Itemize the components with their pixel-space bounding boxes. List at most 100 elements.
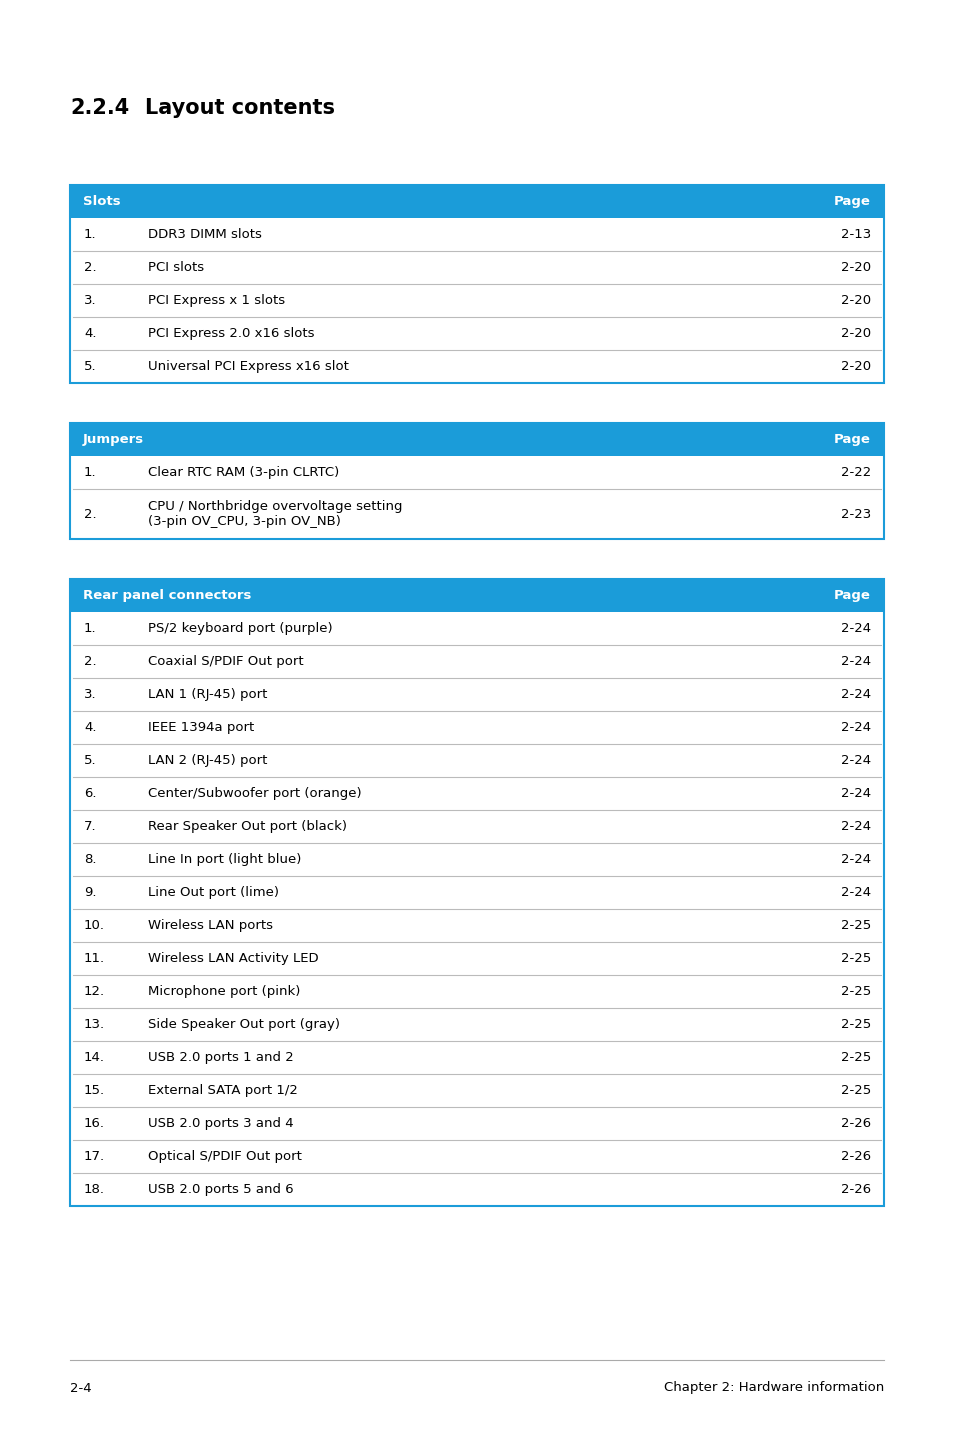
Bar (70, 613, 883, 646)
Bar (70, 777, 883, 810)
Text: USB 2.0 ports 3 and 4: USB 2.0 ports 3 and 4 (148, 1117, 294, 1130)
Text: USB 2.0 ports 5 and 6: USB 2.0 ports 5 and 6 (148, 1183, 294, 1196)
Text: 10.: 10. (84, 919, 105, 932)
Text: 2-22: 2-22 (840, 466, 870, 479)
Text: 2-20: 2-20 (840, 262, 870, 275)
Bar (70, 423, 883, 456)
Bar (70, 876, 883, 909)
Bar (70, 909, 883, 942)
Text: 2-24: 2-24 (840, 720, 870, 733)
Text: 2-25: 2-25 (840, 985, 870, 998)
Text: 2-24: 2-24 (840, 820, 870, 833)
Text: Wireless LAN Activity LED: Wireless LAN Activity LED (148, 952, 318, 965)
Bar (70, 580, 883, 1206)
Bar (70, 677, 883, 710)
Text: 9.: 9. (84, 886, 96, 899)
Text: 2-24: 2-24 (840, 754, 870, 766)
Text: 2-24: 2-24 (840, 787, 870, 800)
Bar (70, 283, 883, 316)
Text: Rear Speaker Out port (black): Rear Speaker Out port (black) (148, 820, 347, 833)
Text: LAN 1 (RJ-45) port: LAN 1 (RJ-45) port (148, 687, 267, 700)
Text: 17.: 17. (84, 1150, 105, 1163)
Text: Line Out port (lime): Line Out port (lime) (148, 886, 278, 899)
Text: IEEE 1394a port: IEEE 1394a port (148, 720, 254, 733)
Bar (70, 423, 883, 539)
Text: Optical S/PDIF Out port: Optical S/PDIF Out port (148, 1150, 301, 1163)
Bar (70, 743, 883, 777)
Text: 18.: 18. (84, 1183, 105, 1196)
Text: Line In port (light blue): Line In port (light blue) (148, 853, 301, 866)
Text: Layout contents: Layout contents (145, 98, 335, 118)
Text: PCI slots: PCI slots (148, 262, 204, 275)
Bar (70, 646, 883, 677)
Text: 2-25: 2-25 (840, 1051, 870, 1064)
Text: 11.: 11. (84, 952, 105, 965)
Bar (70, 1140, 883, 1173)
Bar (70, 942, 883, 975)
Bar (70, 349, 883, 383)
Text: Coaxial S/PDIF Out port: Coaxial S/PDIF Out port (148, 654, 303, 669)
Text: 8.: 8. (84, 853, 96, 866)
Text: 2-4: 2-4 (70, 1382, 91, 1395)
Text: Page: Page (833, 433, 870, 446)
Bar (70, 252, 883, 283)
Text: 5.: 5. (84, 754, 96, 766)
Text: 1.: 1. (84, 229, 96, 242)
Text: 2-25: 2-25 (840, 1018, 870, 1031)
Text: 12.: 12. (84, 985, 105, 998)
Text: 2-26: 2-26 (840, 1117, 870, 1130)
Text: 4.: 4. (84, 326, 96, 339)
Text: 2-24: 2-24 (840, 886, 870, 899)
Text: 2-13: 2-13 (840, 229, 870, 242)
Text: PCI Express 2.0 x16 slots: PCI Express 2.0 x16 slots (148, 326, 314, 339)
Text: LAN 2 (RJ-45) port: LAN 2 (RJ-45) port (148, 754, 267, 766)
Bar (70, 456, 883, 489)
Text: 1.: 1. (84, 623, 96, 636)
Bar (70, 975, 883, 1008)
Bar (70, 316, 883, 349)
Text: 15.: 15. (84, 1084, 105, 1097)
Bar (70, 1008, 883, 1041)
Text: 1.: 1. (84, 466, 96, 479)
Bar (70, 580, 883, 613)
Text: 2.: 2. (84, 654, 96, 669)
Text: 2.: 2. (84, 262, 96, 275)
Text: PCI Express x 1 slots: PCI Express x 1 slots (148, 293, 285, 306)
Text: External SATA port 1/2: External SATA port 1/2 (148, 1084, 297, 1097)
Text: Side Speaker Out port (gray): Side Speaker Out port (gray) (148, 1018, 339, 1031)
Bar (70, 843, 883, 876)
Text: Center/Subwoofer port (orange): Center/Subwoofer port (orange) (148, 787, 361, 800)
Bar (70, 219, 883, 252)
Text: 5.: 5. (84, 360, 96, 372)
Text: Chapter 2: Hardware information: Chapter 2: Hardware information (663, 1382, 883, 1395)
Text: 7.: 7. (84, 820, 96, 833)
Text: 2-26: 2-26 (840, 1183, 870, 1196)
Bar (70, 489, 883, 539)
Text: CPU / Northbridge overvoltage setting: CPU / Northbridge overvoltage setting (148, 500, 402, 513)
Text: USB 2.0 ports 1 and 2: USB 2.0 ports 1 and 2 (148, 1051, 294, 1064)
Text: 2-24: 2-24 (840, 687, 870, 700)
Text: Page: Page (833, 590, 870, 603)
Bar (70, 186, 883, 383)
Bar (70, 810, 883, 843)
Text: 2-20: 2-20 (840, 326, 870, 339)
Text: 16.: 16. (84, 1117, 105, 1130)
Bar (70, 186, 883, 219)
Text: 2-24: 2-24 (840, 853, 870, 866)
Text: 3.: 3. (84, 293, 96, 306)
Text: Page: Page (833, 196, 870, 209)
Text: 2-25: 2-25 (840, 1084, 870, 1097)
Text: 13.: 13. (84, 1018, 105, 1031)
Text: Rear panel connectors: Rear panel connectors (83, 590, 251, 603)
Text: 3.: 3. (84, 687, 96, 700)
Text: 2.2.4: 2.2.4 (70, 98, 129, 118)
Text: DDR3 DIMM slots: DDR3 DIMM slots (148, 229, 262, 242)
Text: 2-26: 2-26 (840, 1150, 870, 1163)
Text: 2-25: 2-25 (840, 919, 870, 932)
Bar (70, 1107, 883, 1140)
Text: (3-pin OV_CPU, 3-pin OV_NB): (3-pin OV_CPU, 3-pin OV_NB) (148, 515, 340, 528)
Text: Wireless LAN ports: Wireless LAN ports (148, 919, 273, 932)
Bar (70, 710, 883, 743)
Text: 2-20: 2-20 (840, 293, 870, 306)
Text: 14.: 14. (84, 1051, 105, 1064)
